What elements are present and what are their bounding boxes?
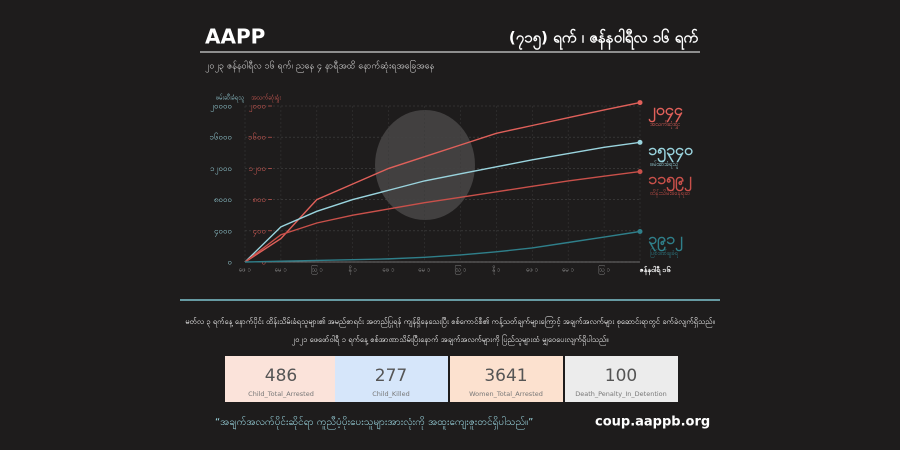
line bbox=[244, 230, 641, 263]
stat-label: Death_Penalty_In_Detention bbox=[575, 390, 667, 398]
x-tick-label: နို ၁ bbox=[348, 266, 356, 275]
y2-axis-title: အသက်ဆုံးရှုံး bbox=[251, 94, 281, 103]
end-dot bbox=[637, 169, 643, 175]
legend-label: ဖမ်းဆီးခံရသူ bbox=[650, 160, 679, 169]
y2-tick-label: ၁၂၀၀ bbox=[249, 164, 266, 175]
end-dot bbox=[637, 228, 643, 234]
stat-value: 100 bbox=[605, 366, 637, 386]
stat-card bbox=[565, 356, 678, 402]
note: မတ်လ ၃ ရက်နေ့ နောက်ပိုင်း ထိန်းသိမ်းခံရသ… bbox=[185, 317, 715, 327]
legend-label: ထိန်းသိမ်းခံနေရဆဲ bbox=[650, 189, 690, 198]
footer-url[interactable]: coup.aappb.org bbox=[595, 415, 710, 430]
end-dot bbox=[637, 100, 643, 106]
x-tick-label: ဖေ ၁ bbox=[526, 267, 538, 274]
y2-tick-label: ၁၆၀၀ bbox=[248, 132, 266, 142]
y-tick-label: ၄၀၀၀ bbox=[214, 226, 232, 237]
x-tick-label: ဖေ ၁ bbox=[383, 267, 395, 274]
end-label: ၃၉၁၂ bbox=[648, 229, 683, 252]
end-label: ၁၅၃၄၀ bbox=[648, 140, 693, 163]
stat-value: 486 bbox=[265, 366, 297, 386]
legend-label: ပြစ်ဒဏ်ချခံရ bbox=[650, 248, 679, 258]
line bbox=[244, 101, 641, 263]
stat-value: 3641 bbox=[484, 366, 527, 386]
stat-label: Child_Total_Arrested bbox=[248, 390, 314, 398]
x-tick-label: ဇန်နဝါရီ ၁၆ bbox=[640, 266, 671, 276]
end-dot bbox=[637, 139, 643, 145]
y-tick-label: ၂၀၀၀၀ bbox=[210, 102, 232, 113]
y2-tick-label: ၄၀၀ bbox=[253, 226, 267, 237]
end-label: ၁၁၅၉၂ bbox=[648, 169, 692, 192]
note: ၂၀၂၁ ဖေဖော်ဝါရီ ၁ ရက်နေ့ စစ်အာဏာသိမ်းပြီ… bbox=[291, 335, 608, 345]
x-tick-label: မေ ၁ bbox=[562, 267, 574, 274]
stat-card bbox=[225, 356, 338, 402]
x-tick-label: ဩ ၁ bbox=[311, 265, 323, 275]
stat-label: Women_Total_Arrested bbox=[469, 390, 543, 398]
legend-label: အသက်ဆုံးရှုံး bbox=[650, 120, 680, 129]
subtitle: ၂၀၂၃ ဇန်နဝါရီလ ၁၆ ရက်၊ ညနေ ၄ နာရီအထိ နော… bbox=[205, 60, 434, 73]
background-photo bbox=[375, 110, 475, 220]
x-tick-label: မေ ၁ bbox=[419, 267, 431, 274]
stat-label: Child_Killed bbox=[372, 390, 409, 398]
stat-card bbox=[335, 356, 448, 402]
y-tick-label: ၁၆၀၀၀ bbox=[210, 132, 233, 142]
x-tick-label: မေ ၁ bbox=[275, 267, 287, 274]
brand: AAPP bbox=[205, 25, 265, 49]
footer-quote: “အချက်အလက်ပိုင်းဆိုင်ရာ ကူညီပံ့ပိုးပေးသူ… bbox=[215, 415, 533, 430]
x-tick-label: ဖေ ၁ bbox=[239, 267, 251, 274]
y-tick-label: ၁၂၀၀၀ bbox=[210, 164, 232, 175]
line bbox=[244, 170, 641, 263]
y2-tick-label: ၈၀၀ bbox=[252, 195, 266, 204]
end-label: ၂၀၄၄ bbox=[648, 100, 683, 123]
stat-card bbox=[450, 356, 563, 402]
x-tick-label: နို ၁ bbox=[492, 266, 500, 275]
stat-value: 277 bbox=[375, 366, 407, 386]
line bbox=[244, 141, 641, 263]
day-title: (၇၁၅) ရက် ၊ ဇန်နဝါရီလ ၁၆ ရက် bbox=[509, 28, 698, 51]
x-tick-label: ဩ ၁ bbox=[598, 265, 610, 275]
x-tick-label: ဩ ၁ bbox=[454, 265, 466, 275]
y2-tick-label: ၂၀၀၀ bbox=[249, 102, 266, 113]
y-tick-label: ၈၀၀၀ bbox=[214, 195, 232, 204]
y-tick-label: ၀ bbox=[228, 258, 233, 267]
y-axis-title: ဖမ်းဆီးခံရသူ bbox=[216, 94, 245, 103]
